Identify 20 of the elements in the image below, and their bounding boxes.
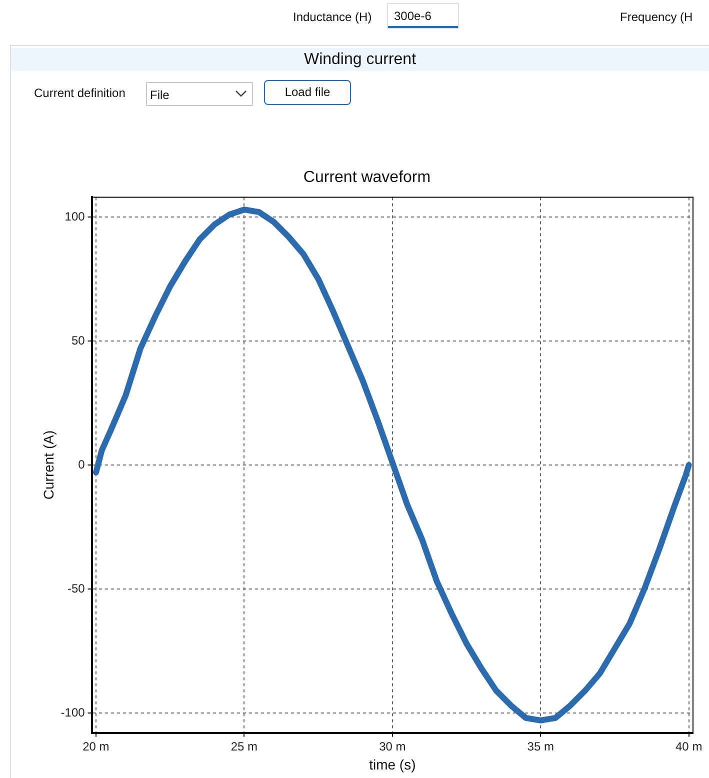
- y-tick-label: -50: [67, 581, 86, 596]
- text: Inductance (H): [293, 10, 372, 24]
- y-axis-title: Current (A): [40, 430, 56, 500]
- y-tick-label: -100: [60, 705, 86, 720]
- x-tick-label: 35 m: [527, 739, 554, 754]
- y-tick-label: 100: [64, 209, 86, 224]
- x-tick-label: 30 m: [379, 739, 406, 754]
- text: Winding current: [11, 48, 709, 71]
- x-axis-title: time (s): [369, 756, 416, 772]
- chart-title: Current waveform: [303, 169, 431, 186]
- x-tick-label: 40 m: [676, 739, 702, 754]
- y-tick-label: 0: [78, 457, 86, 472]
- x-tick-label: 20 m: [82, 739, 110, 754]
- text: Current definition: [34, 86, 126, 100]
- x-tick-label: 25 m: [230, 739, 258, 754]
- text: 300e-6: [388, 4, 458, 28]
- y-tick-label: 50: [71, 333, 86, 348]
- text: Load file: [264, 80, 351, 105]
- text: File: [150, 88, 170, 102]
- text: Frequency (H: [620, 10, 693, 24]
